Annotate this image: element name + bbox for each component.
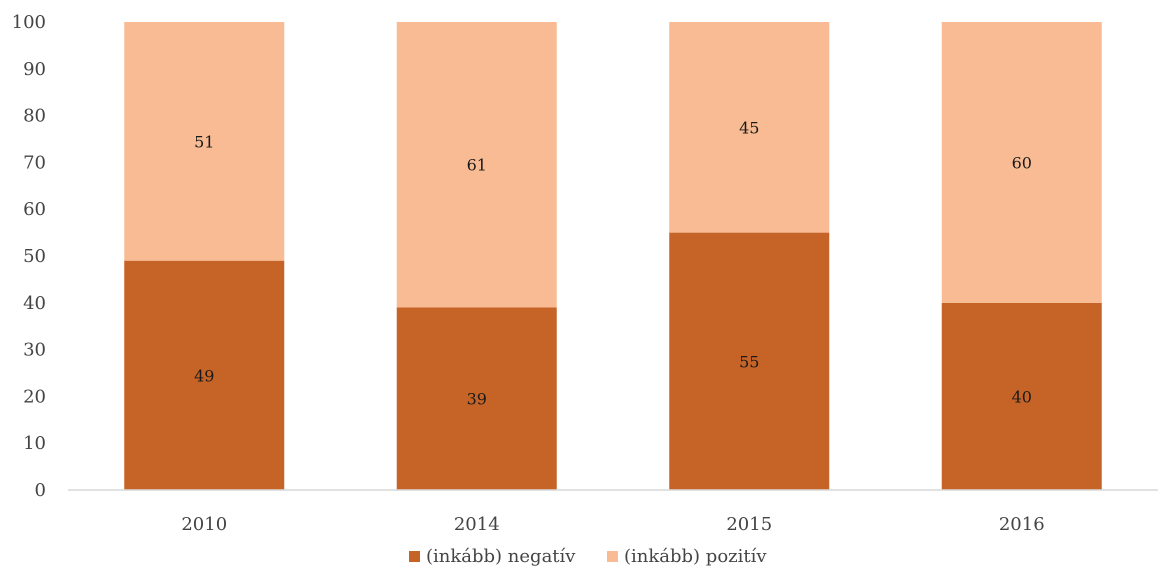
- y-tick-label: 60: [23, 199, 46, 220]
- data-label: 60: [1012, 153, 1032, 172]
- bar-pozitiv-2014: [396, 22, 557, 308]
- data-label: 40: [1012, 387, 1032, 406]
- data-label: 55: [739, 352, 759, 371]
- y-tick-label: 100: [12, 12, 46, 33]
- bar-pozitiv-2015: [669, 22, 830, 233]
- y-tick-label: 40: [23, 293, 46, 314]
- bar-negativ-2014: [396, 307, 557, 490]
- legend-swatch-negativ: [409, 551, 420, 562]
- bar-pozitiv-2016: [941, 22, 1102, 303]
- x-tick-label: 2014: [454, 514, 500, 535]
- y-axis: 0 10 20 30 40 50 60 70 80 90 100: [12, 12, 46, 501]
- data-label: 45: [739, 118, 759, 137]
- y-tick-label: 90: [23, 59, 46, 80]
- data-label: 49: [194, 366, 214, 385]
- x-axis: 2010 2014 2015 2016: [181, 514, 1044, 535]
- legend-label: (inkább) pozitív: [624, 546, 767, 567]
- legend: (inkább) negatív (inkább) pozitív: [409, 546, 767, 567]
- bar-negativ-2016: [941, 302, 1102, 490]
- y-tick-label: 30: [23, 340, 46, 361]
- bar-pozitiv-2010: [124, 22, 285, 261]
- y-tick-label: 80: [23, 106, 46, 127]
- bar-negativ-2015: [669, 232, 830, 490]
- y-tick-label: 20: [23, 386, 46, 407]
- bar-negativ-2010: [124, 260, 285, 490]
- y-tick-label: 0: [35, 480, 46, 501]
- x-tick-label: 2010: [181, 514, 227, 535]
- data-label: 39: [467, 390, 487, 409]
- y-tick-label: 70: [23, 152, 46, 173]
- data-label: 51: [194, 132, 214, 151]
- bars: [124, 22, 1102, 490]
- data-label: 61: [467, 156, 487, 175]
- x-tick-label: 2016: [999, 514, 1045, 535]
- legend-swatch-pozitiv: [607, 551, 618, 562]
- data-labels: 49 51 39 61 55 45 40 60: [194, 118, 1032, 408]
- y-tick-label: 10: [23, 433, 46, 454]
- y-tick-label: 50: [23, 246, 46, 267]
- x-tick-label: 2015: [726, 514, 772, 535]
- legend-label: (inkább) negatív: [426, 546, 576, 567]
